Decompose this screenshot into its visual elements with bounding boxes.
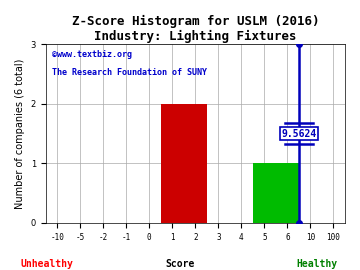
Text: The Research Foundation of SUNY: The Research Foundation of SUNY [51,68,207,76]
Text: Unhealthy: Unhealthy [21,259,73,269]
Text: Score: Score [165,259,195,269]
Bar [253,163,299,223]
Title: Z-Score Histogram for USLM (2016)
Industry: Lighting Fixtures: Z-Score Histogram for USLM (2016) Indust… [72,15,319,43]
Text: Healthy: Healthy [296,259,337,269]
Y-axis label: Number of companies (6 total): Number of companies (6 total) [15,58,25,209]
Bar [161,104,207,223]
Text: 9.5624: 9.5624 [281,129,316,139]
Text: ©www.textbiz.org: ©www.textbiz.org [51,50,132,59]
